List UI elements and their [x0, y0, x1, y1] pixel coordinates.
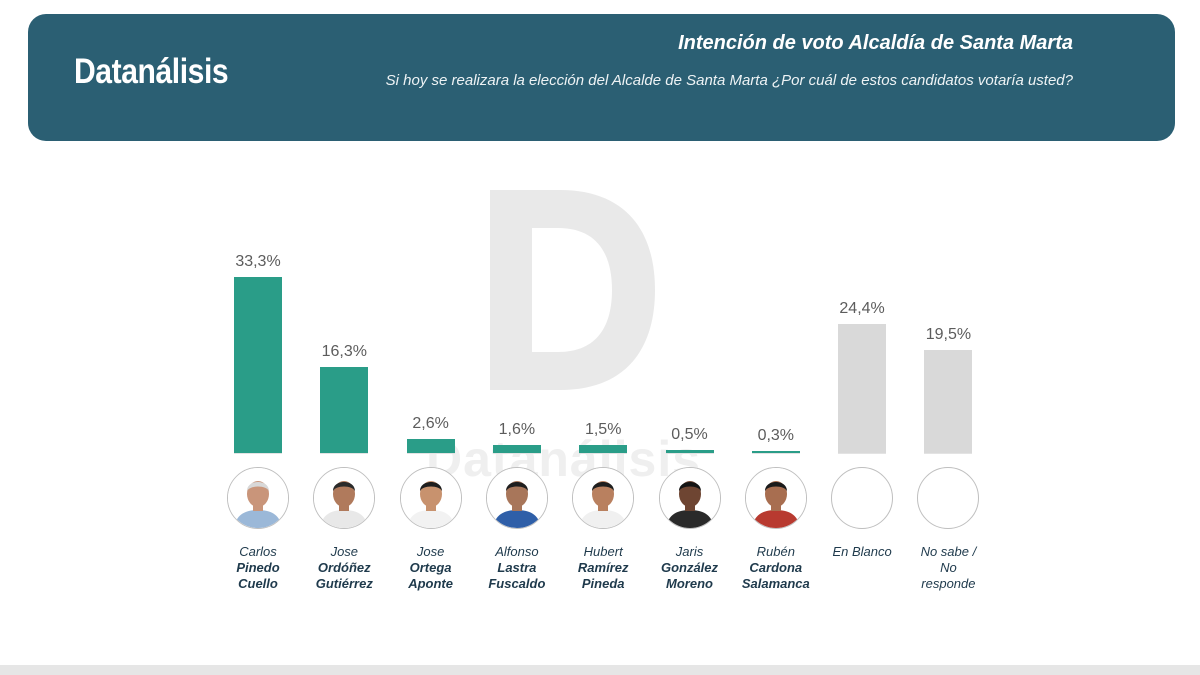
bar-baseline — [665, 453, 714, 454]
value-label: 1,6% — [498, 420, 536, 438]
candidate-name: Alfonso Lastra Fuscaldo — [462, 544, 572, 592]
value-label: 33,3% — [235, 253, 281, 270]
person-icon — [659, 468, 720, 528]
candidate-last-name: Gutiérrez — [315, 576, 373, 591]
bar-9 — [924, 349, 973, 453]
person-icon — [745, 468, 806, 528]
bar-baseline — [492, 453, 541, 454]
candidate-name: No sabe / No responde — [893, 544, 1003, 592]
value-label: 16,3% — [321, 342, 367, 360]
bar-6 — [665, 450, 714, 453]
candidate-last-name: Salamanca — [741, 576, 810, 591]
candidate-first-name: Jose — [416, 544, 445, 559]
bar-baseline — [751, 453, 800, 454]
candidate-last-name: Pinedo — [236, 560, 280, 575]
candidate-last-name: Cuello — [238, 576, 278, 591]
candidate-photo — [572, 467, 635, 529]
empty-avatar — [917, 467, 980, 529]
value-label: 2,6% — [412, 415, 449, 433]
bar-5 — [579, 445, 628, 453]
candidate-last-name: Cardona — [749, 560, 803, 575]
candidate-last-name: Lastra — [497, 560, 537, 575]
bar-3 — [406, 439, 455, 453]
value-label: 1,5% — [584, 421, 622, 439]
bar-2 — [320, 366, 369, 453]
candidate-photo — [313, 467, 376, 529]
value-label: 0,5% — [671, 426, 708, 444]
chart-title: Intención de voto Alcaldía de Santa Mart… — [678, 32, 1073, 54]
bar-baseline — [406, 453, 455, 454]
candidate-photo — [227, 467, 289, 529]
label-line: responde — [921, 576, 976, 591]
value-label: 0,3% — [757, 427, 795, 445]
value-label: 19,5% — [925, 325, 972, 343]
candidate-last-name: González — [660, 560, 719, 575]
candidate-first-name: No sabe / — [920, 544, 977, 559]
candidate-last-name: Ramírez — [577, 560, 629, 575]
candidate-name: En Blanco — [807, 544, 917, 560]
label-line: No — [940, 560, 957, 575]
candidate-photo — [485, 467, 548, 529]
bar-4 — [492, 444, 541, 453]
person-icon — [573, 468, 634, 528]
page-bottom-edge — [0, 665, 1200, 675]
candidate-last-name: Aponte — [408, 576, 453, 591]
candidate-first-name: Carlos — [239, 544, 277, 559]
bar-baseline — [838, 453, 887, 454]
value-label: 24,4% — [839, 300, 885, 318]
bar-1 — [234, 277, 282, 453]
person-icon — [486, 468, 547, 528]
candidate-last-name: Moreno — [666, 576, 713, 591]
person-icon — [400, 468, 461, 528]
candidate-last-name: Pineda — [581, 576, 625, 591]
candidate-name: Jose Ordóñez Gutiérrez — [289, 544, 399, 592]
bar-baseline — [234, 453, 282, 454]
candidate-name: Hubert Ramírez Pineda — [548, 544, 658, 592]
candidate-photo — [658, 467, 721, 529]
candidate-name: Jaris González Moreno — [635, 544, 745, 592]
bar-8 — [838, 324, 887, 453]
candidate-name: Carlos Pinedo Cuello — [203, 544, 313, 592]
person-icon — [314, 468, 375, 528]
empty-avatar — [831, 467, 894, 529]
candidate-photo — [399, 467, 462, 529]
candidate-last-name: Fuscaldo — [488, 576, 546, 591]
bar-baseline — [579, 453, 628, 454]
candidate-first-name: Rubén — [756, 544, 795, 559]
person-icon — [228, 468, 288, 528]
candidate-name: Rubén Cardona Salamanca — [721, 544, 831, 592]
candidate-first-name: Alfonso — [495, 544, 539, 559]
candidate-last-name: Ortega — [409, 560, 452, 575]
chart-subtitle: Si hoy se realizara la elección del Alca… — [385, 72, 1073, 89]
candidate-first-name: Jose — [330, 544, 359, 559]
candidate-last-name: Ordóñez — [317, 560, 371, 575]
candidate-first-name: Hubert — [583, 544, 623, 559]
candidate-name: Jose Ortega Aponte — [376, 544, 486, 592]
bar-7 — [751, 451, 800, 453]
header-banner: Datanálisis Intención de voto Alcaldía d… — [28, 14, 1175, 141]
brand-logo: Datanálisis — [74, 52, 229, 91]
bar-baseline — [320, 453, 369, 454]
candidate-first-name: Jaris — [675, 544, 704, 559]
bar-baseline — [924, 453, 973, 454]
candidate-first-name: En Blanco — [832, 544, 892, 559]
candidate-photo — [744, 467, 807, 529]
